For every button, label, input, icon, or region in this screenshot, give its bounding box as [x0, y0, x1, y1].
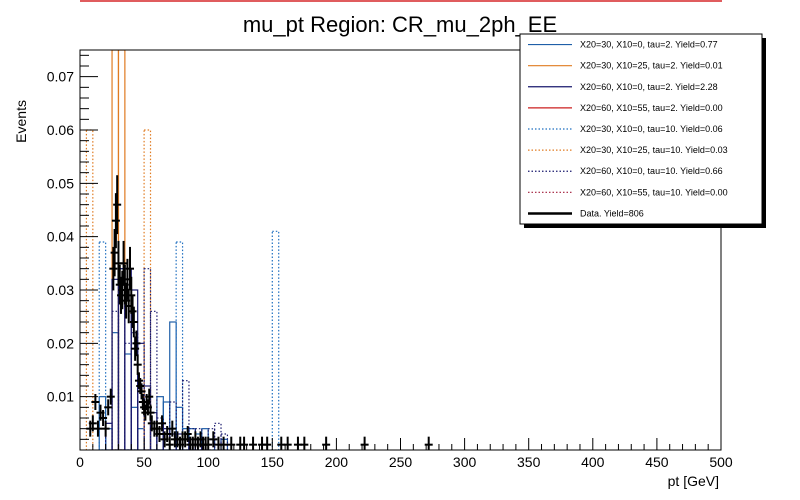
x-tick-label: 0	[76, 454, 84, 470]
x-tick-label: 150	[261, 454, 285, 470]
data-point	[131, 336, 140, 361]
histogram-bar	[111, 310, 120, 450]
data-point	[155, 426, 164, 442]
data-point	[101, 420, 110, 437]
data-point	[93, 420, 102, 437]
data-point	[99, 410, 108, 426]
histogram-bar	[124, 342, 132, 450]
legend-entry: X20=60, X10=0, tau=2. Yield=2.28	[528, 82, 718, 92]
data-point	[132, 330, 141, 357]
legend-label: X20=60, X10=55, tau=10. Yield=0.00	[580, 187, 728, 197]
data-point	[127, 276, 136, 314]
x-tick-label: 400	[581, 454, 605, 470]
histogram-bar	[220, 433, 229, 450]
y-tick-label: 0.01	[47, 389, 74, 405]
legend-label: X20=30, X10=25, tau=2. Yield=0.01	[580, 61, 723, 71]
x-tick-label: 50	[136, 454, 152, 470]
data-point	[119, 240, 128, 286]
histogram-bar	[169, 401, 177, 450]
data-point	[137, 383, 146, 400]
data-point	[104, 399, 113, 416]
data-point	[125, 246, 134, 291]
data-point	[129, 306, 138, 338]
y-tick-label: 0.02	[47, 335, 74, 351]
y-tick-label: 0.04	[47, 229, 74, 245]
data-point	[209, 431, 218, 448]
y-axis-label: Events	[13, 100, 29, 143]
data-point	[263, 436, 272, 450]
data-point	[106, 388, 115, 405]
legend-label: X20=60, X10=55, tau=2. Yield=0.00	[580, 103, 723, 113]
x-tick-label: 350	[517, 454, 541, 470]
x-tick-label: 300	[453, 454, 477, 470]
histogram-bar	[111, 278, 120, 450]
x-axis-label: pt [GeV]	[668, 473, 719, 489]
x-tick-label: 100	[197, 454, 221, 470]
y-tick-label: 0.07	[47, 69, 74, 85]
legend-label: X20=30, X10=25, tau=10. Yield=0.03	[580, 145, 728, 155]
data-point	[117, 276, 126, 314]
legend-entry: X20=30, X10=25, tau=10. Yield=0.03	[528, 145, 728, 155]
histogram-bar	[271, 230, 280, 450]
data-point	[163, 426, 172, 442]
chart-title: mu_pt Region: CR_mu_2ph_EE	[243, 12, 557, 37]
legend-label: X20=60, X10=0, tau=10. Yield=0.66	[580, 166, 723, 176]
data-point	[109, 246, 118, 291]
data-point	[146, 404, 155, 421]
legend-label: X20=30, X10=0, tau=10. Yield=0.06	[580, 124, 723, 134]
legend: X20=30, X10=0, tau=2. Yield=0.77 X20=30, …	[519, 33, 766, 228]
histogram-bar	[117, 273, 126, 450]
legend-entry: X20=30, X10=25, tau=2. Yield=0.01	[528, 61, 723, 71]
data-point	[168, 420, 177, 437]
histogram-bar	[181, 380, 190, 450]
histogram-bar	[111, 332, 120, 450]
data-point	[133, 354, 142, 375]
series-layer	[85, 50, 433, 450]
histogram-bar	[137, 428, 145, 450]
histogram-bar	[124, 353, 132, 450]
x-tick-label: 450	[645, 454, 669, 470]
data-point	[111, 193, 120, 249]
histogram-bar	[175, 241, 184, 450]
histogram-bar	[149, 310, 158, 450]
legend-label: X20=60, X10=0, tau=2. Yield=2.28	[580, 82, 718, 92]
y-tick-label: 0.05	[47, 175, 74, 191]
x-tick-label: 200	[325, 454, 349, 470]
data-point	[236, 436, 245, 450]
legend-entry: X20=30, X10=0, tau=10. Yield=0.06	[528, 124, 723, 134]
legend-entry: X20=60, X10=55, tau=10. Yield=0.00	[528, 187, 728, 197]
data-point	[113, 175, 122, 235]
histogram-bar	[214, 422, 222, 450]
legend-label: X20=30, X10=0, tau=2. Yield=0.77	[580, 40, 718, 50]
x-tick-label: 250	[389, 454, 413, 470]
plot-area	[85, 50, 433, 450]
data-point	[110, 228, 119, 277]
legend-entry: X20=60, X10=55, tau=2. Yield=0.00	[528, 103, 723, 113]
histogram-bar	[130, 406, 139, 450]
data-point	[145, 388, 154, 405]
legend-label: Data. Yield=806	[580, 208, 644, 218]
y-tick-label: 0.06	[47, 122, 74, 138]
histogram-bar	[143, 268, 152, 450]
data-point	[183, 426, 192, 442]
x-axis: 0 50 100 150 200 250 300 350 400 450 500	[76, 438, 733, 470]
y-axis: 0.01 0.02 0.03 0.04 0.05 0.06 0.07	[47, 54, 98, 440]
legend-entry: Data. Yield=806	[528, 208, 644, 218]
legend-entry: X20=60, X10=0, tau=10. Yield=0.66	[528, 166, 723, 176]
data-point	[158, 415, 167, 432]
data-point	[249, 436, 258, 450]
x-tick-label: 500	[709, 454, 733, 470]
data-point	[88, 415, 97, 432]
y-tick-label: 0.03	[47, 282, 74, 298]
data-series	[86, 175, 433, 450]
data-point	[300, 436, 309, 450]
legend-entry: X20=30, X10=0, tau=2. Yield=0.77	[528, 40, 718, 50]
mc-series-4	[98, 230, 280, 450]
